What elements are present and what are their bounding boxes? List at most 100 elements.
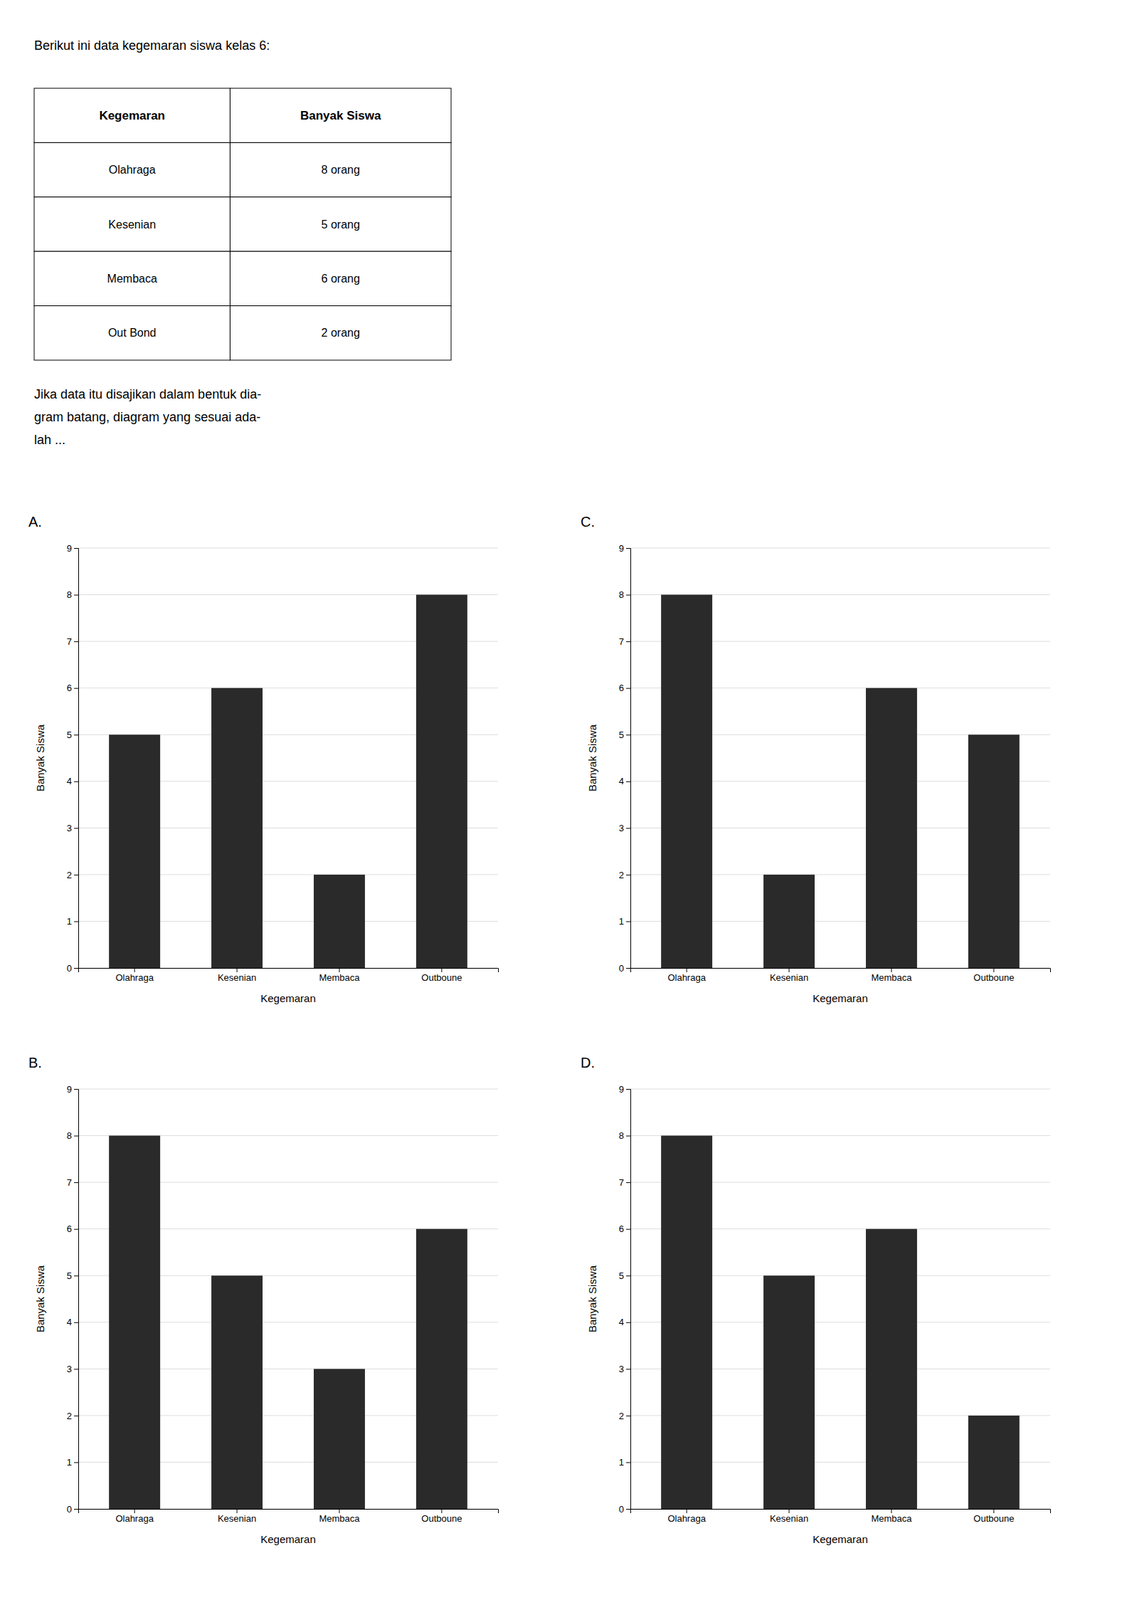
tick-mark (73, 547, 79, 549)
tick: 6 (66, 682, 79, 693)
grid (78, 1088, 499, 1509)
table-cell (34, 251, 230, 306)
tick-label: Membaca (318, 971, 361, 983)
tick-mark (626, 1274, 631, 1276)
tick: 9 (618, 1083, 631, 1095)
tick-label: 8 (618, 1129, 624, 1141)
tick: 0 (618, 1503, 631, 1515)
axis-line (626, 548, 632, 969)
tick: Kesenian (769, 967, 809, 983)
tick-mark (626, 1228, 631, 1230)
bar (763, 874, 815, 968)
tick-label: 2 (618, 869, 624, 881)
tick: 9 (618, 542, 631, 554)
tick-mark (626, 641, 631, 642)
grid (78, 547, 499, 968)
tick-label: 8 (66, 1129, 72, 1141)
tick-mark (73, 1228, 79, 1230)
tick: 2 (66, 869, 79, 881)
tick-mark (626, 1181, 631, 1183)
tick: 5 (618, 1270, 631, 1281)
tick: Olahraga (115, 967, 154, 983)
tick: 5 (66, 1270, 79, 1281)
tick-mark (73, 827, 79, 829)
page: Berikut ini data kegemaran siswa kelas 6… (0, 0, 1127, 1600)
tick: 2 (618, 1410, 631, 1421)
bar (660, 594, 713, 968)
bar (865, 1228, 918, 1509)
tick: Membaca (318, 1508, 361, 1524)
tick-label: 0 (618, 962, 624, 974)
tick-label: Olahraga (115, 1512, 154, 1524)
table-cell-text: 6 orang (321, 272, 361, 285)
tick: 4 (618, 775, 631, 787)
tick-mark (134, 1508, 136, 1513)
bar (211, 1274, 263, 1509)
tick-label: Kesenian (769, 1512, 809, 1524)
y-axis: 0123456789 (618, 542, 632, 974)
tick-label: 8 (618, 589, 624, 600)
tick-mark (789, 967, 790, 972)
tick-label: Kesenian (769, 971, 809, 983)
table-cell (229, 251, 452, 306)
tick: 2 (618, 869, 631, 881)
tick: Membaca (318, 967, 361, 983)
y-axis-title: Banyak Siswa (34, 1264, 47, 1332)
tick-label: 2 (618, 1410, 624, 1421)
tick-label: 7 (66, 1176, 72, 1188)
tick-label: 6 (618, 1223, 624, 1234)
tick-label: 5 (66, 1270, 72, 1281)
tick: Olahraga (667, 967, 706, 983)
tick-mark (626, 734, 631, 735)
tick-label: Olahraga (667, 971, 706, 983)
tick-mark (686, 1508, 688, 1513)
table-cell-text: Out Bond (108, 326, 157, 339)
tick-mark (73, 641, 79, 642)
bar (968, 1415, 1020, 1509)
tick-mark (73, 734, 79, 735)
tick-mark (993, 1508, 994, 1513)
chart: A.0123456789OlahragaKesenianMembacaOutbo… (28, 513, 499, 1004)
x-axis-title: Kegemaran (260, 991, 316, 1004)
bar (211, 688, 263, 968)
tick-mark (626, 594, 631, 596)
tick-mark (626, 781, 631, 782)
tick-mark (626, 1415, 631, 1416)
tick: Outboune (973, 1508, 1014, 1524)
table-cell-text: Olahraga (108, 163, 156, 176)
table-header-text: Kegemaran (98, 108, 166, 123)
tick-mark (626, 688, 631, 689)
table-cell-text: 5 orang (321, 218, 361, 231)
tick: 1 (66, 1456, 79, 1468)
tick-mark (993, 967, 994, 972)
tick-mark (626, 1321, 631, 1323)
y-axis-title: Banyak Siswa (586, 723, 599, 792)
tick-label: 7 (618, 636, 624, 647)
data-table: KegemaranBanyak SiswaOlahraga8 orangKese… (34, 88, 452, 361)
bar (416, 594, 468, 968)
tick-mark (626, 1461, 631, 1463)
table-cell-text: Kesenian (108, 218, 156, 231)
axis-line (73, 548, 79, 969)
tick-label: 1 (618, 1456, 624, 1468)
tick: 7 (618, 636, 631, 647)
grid-line (78, 547, 499, 549)
axis-line (78, 1509, 499, 1514)
x-axis: OlahragaKesenianMembacaOutboune (631, 1508, 1051, 1524)
tick-label: 6 (66, 1223, 72, 1234)
table-cell (229, 142, 452, 197)
tick: Outboune (973, 967, 1014, 983)
tick-mark (441, 1508, 442, 1513)
tick: 3 (66, 1363, 79, 1374)
table-cell-text: 8 orang (321, 163, 361, 176)
tick-label: 4 (66, 775, 72, 787)
tick-mark (73, 1135, 79, 1137)
chart-label: B. (28, 1054, 42, 1071)
tick: 7 (618, 1176, 631, 1188)
tick-mark (73, 920, 79, 922)
tick-label: 4 (66, 1316, 72, 1327)
y-axis-title: Banyak Siswa (34, 723, 47, 792)
tick: Kesenian (769, 1508, 809, 1524)
tick: Olahraga (115, 1508, 154, 1524)
tick-label: 7 (618, 1176, 624, 1188)
